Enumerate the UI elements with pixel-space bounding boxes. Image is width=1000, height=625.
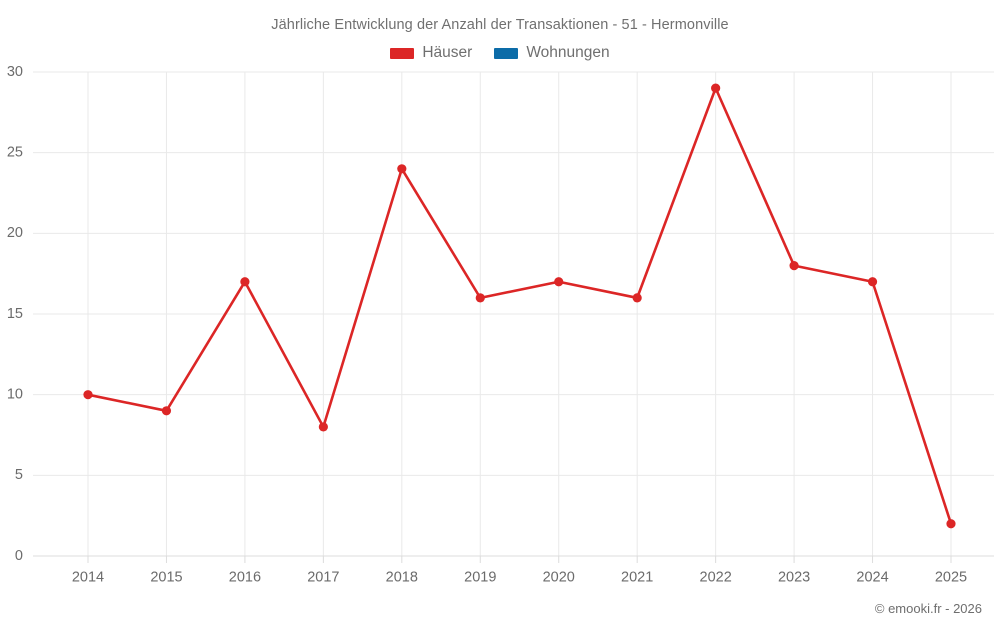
y-axis-tick-labels: 0 5 10 15 20 25 30 — [7, 64, 23, 564]
chart-legend: Häuser Wohnungen — [0, 44, 1000, 62]
data-point-marker[interactable] — [632, 293, 642, 303]
x-tick-marks — [87, 556, 952, 563]
y-tick-label: 10 — [7, 386, 23, 402]
x-tick-label: 2016 — [229, 570, 261, 586]
x-tick-label: 2024 — [856, 570, 888, 586]
footer-credit: © emooki.fr - 2026 — [874, 601, 982, 616]
data-point-marker[interactable] — [161, 406, 172, 416]
x-tick-label: 2018 — [386, 570, 418, 586]
y-tick-label: 20 — [7, 225, 23, 241]
data-point-marker[interactable] — [789, 261, 799, 271]
x-tick-label: 2023 — [778, 570, 810, 586]
series-markers — [83, 83, 956, 529]
x-tick-label: 2025 — [935, 570, 967, 586]
x-axis-tick-labels: 2014 2015 2016 2017 2018 2019 2020 2021 2022 2023… — [72, 570, 967, 586]
x-tick-label: 2019 — [464, 570, 496, 586]
data-point-marker[interactable] — [711, 83, 721, 93]
data-point-marker[interactable] — [318, 422, 328, 432]
x-tick-label: 2021 — [621, 570, 653, 586]
x-tick-label: 2020 — [543, 570, 575, 586]
y-tick-label: 5 — [15, 467, 23, 483]
data-point-marker[interactable] — [946, 519, 956, 529]
legend-swatch-wohnungen — [494, 47, 519, 59]
chart-title: Jährliche Entwicklung der Anzahl der Tra… — [271, 17, 729, 33]
x-tick-label: 2022 — [700, 570, 732, 586]
y-tick-label: 30 — [7, 64, 23, 80]
data-point-marker[interactable] — [397, 164, 407, 174]
grid-lines — [33, 71, 994, 557]
data-point-marker[interactable] — [83, 390, 93, 400]
y-tick-label: 25 — [7, 144, 23, 160]
data-point-marker[interactable] — [554, 277, 564, 287]
legend-item-wohnungen[interactable]: Wohnungen — [494, 44, 610, 62]
series-line-häuser — [86, 86, 953, 526]
series-lines — [86, 86, 953, 526]
data-point-marker[interactable] — [240, 277, 250, 287]
x-tick-label: 2017 — [307, 570, 339, 586]
x-tick-label: 2014 — [72, 570, 104, 586]
legend-swatch-hauser — [390, 47, 415, 59]
y-tick-label: 15 — [7, 306, 23, 322]
legend-label-hauser: Häuser — [422, 44, 473, 61]
x-tick-label: 2015 — [150, 570, 182, 586]
legend-label-wohnungen: Wohnungen — [526, 44, 610, 61]
data-point-marker[interactable] — [475, 293, 485, 303]
data-point-marker[interactable] — [867, 277, 878, 287]
y-tick-label: 0 — [15, 548, 23, 564]
legend-item-hauser[interactable]: Häuser — [390, 44, 472, 62]
